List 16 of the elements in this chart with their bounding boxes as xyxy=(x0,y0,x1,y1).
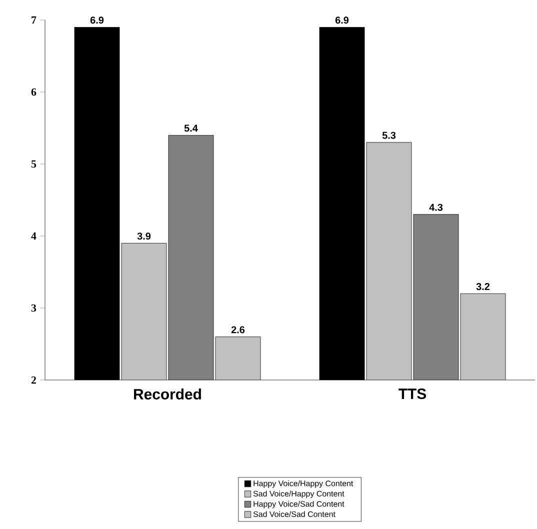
y-tick-label: 6 xyxy=(31,88,36,96)
y-tick-label: 2 xyxy=(31,376,36,384)
data-label: 6.9 xyxy=(335,16,349,24)
y-tick-label: 5 xyxy=(31,160,36,168)
data-label: 2.6 xyxy=(231,326,245,334)
y-tick-label: 4 xyxy=(31,232,36,240)
data-label: 3.2 xyxy=(476,283,490,290)
data-label: 5.4 xyxy=(184,124,198,132)
data-label: 6.9 xyxy=(90,16,104,24)
data-label: 4.3 xyxy=(429,204,443,211)
data-label: 3.9 xyxy=(137,232,151,240)
x-tick-label: Recorded xyxy=(134,388,201,400)
y-tick-label: 7 xyxy=(32,16,36,24)
x-tick-label: TTS xyxy=(398,388,426,400)
data-label: 5.3 xyxy=(382,132,396,139)
y-tick-label: 3 xyxy=(31,304,36,312)
